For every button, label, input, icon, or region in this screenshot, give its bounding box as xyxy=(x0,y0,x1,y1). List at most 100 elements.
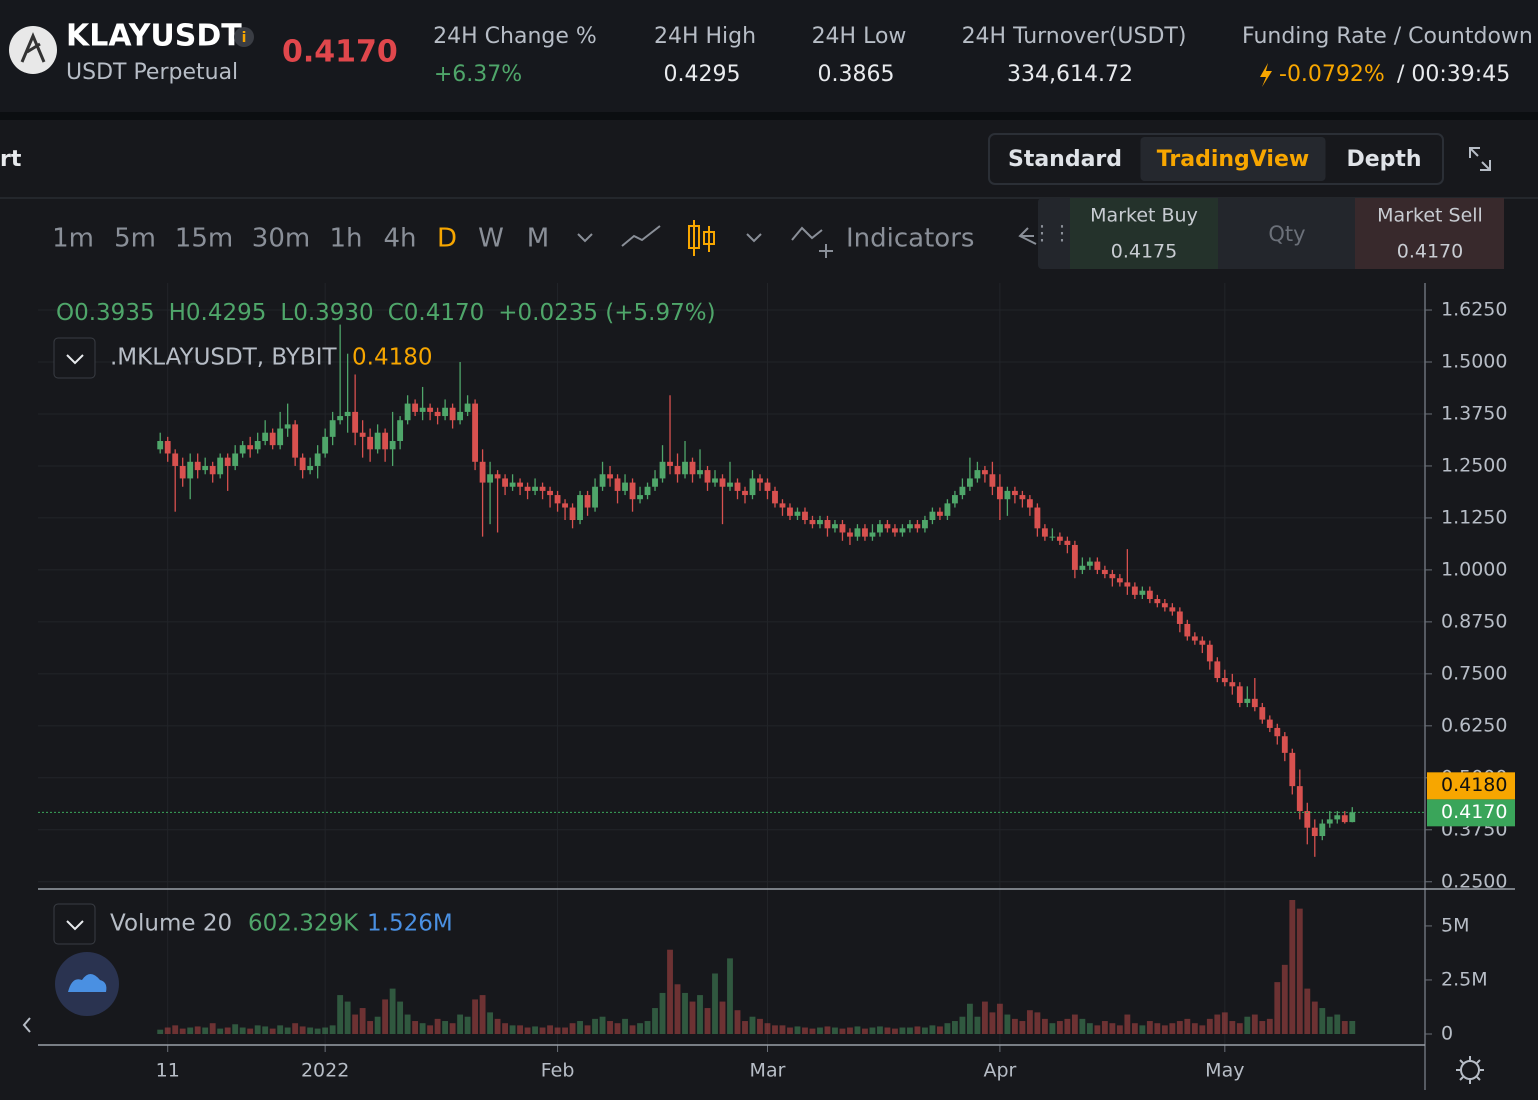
market-sell-label: Market Sell xyxy=(1377,205,1483,227)
candle-style-button[interactable] xyxy=(688,220,715,256)
tradingview-logo-mark xyxy=(68,974,107,992)
candle-body xyxy=(1026,499,1033,508)
volume-bar xyxy=(1034,1012,1041,1034)
legend-toggle[interactable] xyxy=(53,337,96,379)
volume-bar xyxy=(951,1021,958,1034)
volume-bar xyxy=(172,1025,179,1034)
market-buy-label: Market Buy xyxy=(1090,205,1198,227)
volume-bar xyxy=(1304,988,1311,1034)
candle-body xyxy=(1289,752,1296,787)
volume-toggle[interactable] xyxy=(53,903,96,945)
candle-body xyxy=(224,457,231,466)
plot-area: 112022FebMarAprMay0.25000.37500.50000.62… xyxy=(38,283,1515,1082)
view-tab[interactable]: Standard xyxy=(1008,147,1122,172)
line-style-button[interactable] xyxy=(621,225,661,247)
interval[interactable]: M xyxy=(527,224,549,254)
volume-bar xyxy=(869,1027,876,1034)
candle-body xyxy=(1221,678,1228,683)
stat-label: 24H High xyxy=(654,24,756,49)
volume-bar xyxy=(307,1027,314,1034)
candle-body xyxy=(914,524,921,529)
volume-bar xyxy=(442,1021,449,1034)
settings-button[interactable] xyxy=(1460,1060,1480,1080)
volume-bar xyxy=(907,1027,913,1034)
volume-bar xyxy=(1064,1018,1071,1034)
indicators-icon[interactable] xyxy=(791,226,833,258)
candle-body xyxy=(862,528,868,537)
candle-body xyxy=(1056,536,1063,541)
volume-legend-ma: 1.526M xyxy=(367,911,453,937)
candle-body xyxy=(1326,819,1333,824)
market-buy[interactable] xyxy=(1070,198,1218,269)
volume-bar xyxy=(382,999,389,1034)
candle-body xyxy=(554,495,561,504)
fullscreen-button[interactable] xyxy=(1469,147,1491,171)
chart-style-menu[interactable] xyxy=(746,233,762,243)
volume-bar xyxy=(629,1025,636,1034)
chart-panel xyxy=(0,120,1538,1100)
interval[interactable]: 5m xyxy=(114,224,156,254)
view-tab[interactable]: TradingView xyxy=(1157,147,1309,172)
drag-handle[interactable]: ⋮⋮ xyxy=(1032,221,1072,245)
funding-rate: -0.0792% xyxy=(1279,62,1385,87)
scroll-left[interactable] xyxy=(22,1017,31,1033)
volume-bar xyxy=(779,1025,786,1034)
volume-bar xyxy=(1236,1023,1243,1034)
ohlc-value: 0.3930 xyxy=(293,300,373,326)
volume-bar xyxy=(569,1023,576,1034)
volume-bar xyxy=(1214,1014,1221,1034)
candle-body xyxy=(1049,536,1056,538)
candle-body xyxy=(787,507,793,516)
more-intervals[interactable] xyxy=(577,233,593,243)
candle-body xyxy=(584,495,591,508)
interval[interactable]: 1m xyxy=(52,224,94,254)
candle-body xyxy=(1296,786,1303,812)
view-tab[interactable]: Depth xyxy=(1346,147,1421,172)
candle-body xyxy=(704,470,711,483)
y-tick-label: 1.6250 xyxy=(1441,299,1507,321)
interval[interactable]: 30m xyxy=(252,224,310,254)
candle-body xyxy=(284,424,291,429)
info-icon-glyph: i xyxy=(242,30,247,46)
interval[interactable]: D xyxy=(437,224,457,254)
volume-bar xyxy=(554,1027,561,1034)
ohlc-legend: O0.3935 H0.4295 L0.3930 C0.4170 +0.0235 (+5.… xyxy=(56,300,716,326)
candle-body xyxy=(966,478,973,487)
volume-bar xyxy=(862,1028,868,1034)
candle-body xyxy=(1169,607,1176,612)
candle-body xyxy=(164,441,171,454)
market-sell[interactable] xyxy=(1355,198,1504,269)
indicators-button[interactable]: Indicators xyxy=(846,224,974,254)
y-tick-label: 1.0000 xyxy=(1441,558,1507,580)
candle-body xyxy=(1199,640,1206,645)
symbol[interactable]: KLAYUSDT xyxy=(66,19,242,54)
candle-body xyxy=(307,465,314,471)
candle-body xyxy=(764,482,771,491)
volume-bar xyxy=(1019,1021,1026,1034)
candle-body xyxy=(884,524,891,529)
candle-body xyxy=(1274,727,1281,737)
interval[interactable]: W xyxy=(478,224,504,254)
y-tick-label: 0.7500 xyxy=(1441,662,1507,684)
interval[interactable]: 4h xyxy=(383,224,416,254)
undo-button[interactable] xyxy=(1018,227,1037,245)
candle-body xyxy=(419,407,426,412)
interval[interactable]: 1h xyxy=(329,224,362,254)
volume-bar xyxy=(562,1027,568,1034)
volume-bar xyxy=(667,949,673,1034)
coin-logo-mark xyxy=(20,32,46,63)
info-icon[interactable] xyxy=(234,27,254,47)
interval[interactable]: 15m xyxy=(175,224,233,254)
candle-body xyxy=(1206,644,1213,662)
volume-bar xyxy=(457,1014,464,1034)
candle-body xyxy=(592,486,598,508)
candle-body xyxy=(239,445,246,454)
qty-input[interactable]: Qty xyxy=(1268,222,1305,246)
stat-label: 24H Low xyxy=(812,24,907,49)
candle-body xyxy=(1341,815,1348,823)
candle-body xyxy=(929,511,936,521)
volume-bar xyxy=(1229,1021,1236,1034)
volume-bar xyxy=(1041,1018,1048,1034)
candle-body xyxy=(464,403,471,412)
volume-bar xyxy=(314,1028,321,1034)
